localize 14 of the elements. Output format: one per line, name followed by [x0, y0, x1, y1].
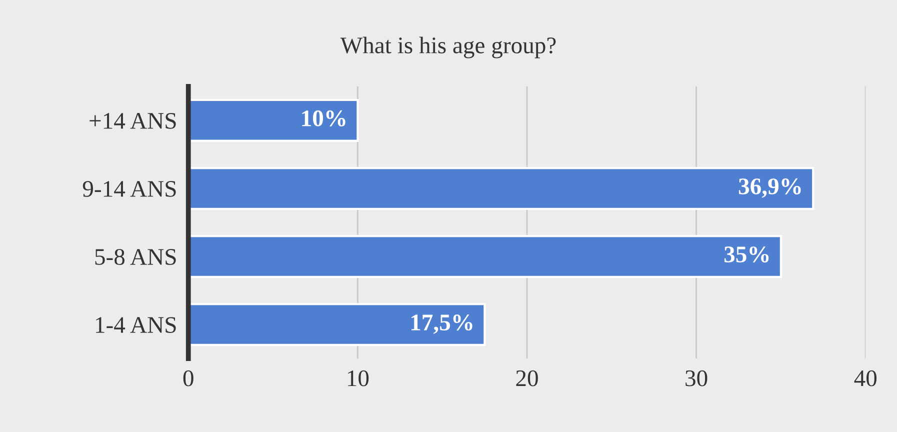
data-label: 35%	[724, 246, 769, 262]
x-tick-label: 40	[854, 370, 877, 386]
y-tick-label: +14 ANS	[90, 112, 176, 129]
data-label: 17,5%	[411, 314, 472, 334]
y-tick-label: 1-4 ANS	[96, 317, 176, 333]
y-tick-label: 9-14 ANS	[82, 181, 176, 197]
chart-title: What is his age group?	[340, 36, 556, 58]
data-label: 36,9%	[738, 178, 801, 198]
x-tick-label: 0	[183, 370, 194, 386]
y-tick-label: 5-8 ANS	[95, 248, 176, 265]
x-tick-label: 30	[686, 370, 708, 386]
data-label: 10%	[302, 110, 346, 126]
x-tick-label: 10	[348, 370, 369, 386]
x-tick-label: 20	[516, 370, 538, 386]
